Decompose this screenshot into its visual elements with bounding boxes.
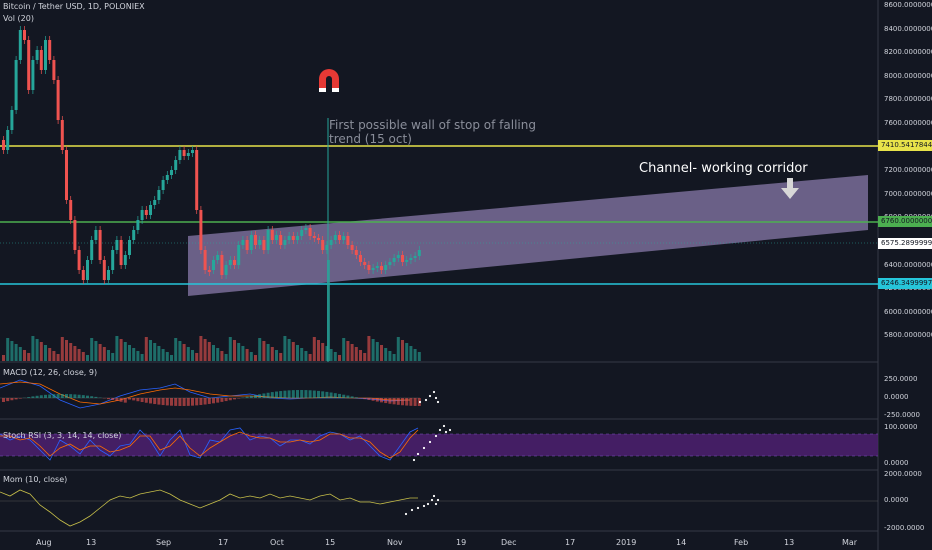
macd-histogram: [2, 390, 421, 406]
date-label: 2019: [616, 538, 637, 547]
date-label: 17: [565, 538, 576, 547]
mom-axis-mid: 0.0000: [884, 496, 909, 504]
projection-dots: [404, 390, 452, 516]
macd-axis-top: 250.0000: [884, 375, 918, 383]
mom-axis-bottom: -2000.0000: [884, 524, 925, 532]
stoch-axis-bottom: 0.0000: [884, 459, 909, 467]
yellow-price-tag: 7410.54178446: [878, 140, 932, 151]
date-label: 19: [456, 538, 467, 547]
date-label: Dec: [501, 538, 517, 547]
stoch-axis-top: 100.0000: [884, 423, 918, 431]
channel-annotation: Channel- working corridor: [639, 161, 808, 176]
chart-title: Bitcoin / Tether USD, 1D, POLONIEX: [3, 2, 145, 11]
magnet-icon: [316, 66, 342, 94]
date-label: 14: [676, 538, 687, 547]
price-axis-label: 7800.00000000: [884, 95, 932, 104]
date-label: 13: [784, 538, 795, 547]
stoch-label: Stoch RSI (3, 3, 14, 14, close): [3, 431, 122, 440]
price-axis-label: 8400.00000000: [884, 24, 932, 33]
date-label: Feb: [734, 538, 749, 547]
date-label: 15: [325, 538, 336, 547]
price-axis-label: 8000.00000000: [884, 71, 932, 80]
price-axis-label: 7000.00000000: [884, 189, 932, 198]
wall-annotation-line2: trend (15 oct): [329, 132, 412, 146]
date-label: 13: [86, 538, 97, 547]
date-label: 17: [218, 538, 229, 547]
wall-annotation-line1: First possible wall of stop of falling: [329, 118, 536, 132]
price-axis-label: 6400.00000000: [884, 260, 932, 269]
price-axis-label: 8200.00000000: [884, 48, 932, 57]
date-label: Aug: [36, 538, 52, 547]
price-axis-label: 5800.00000000: [884, 331, 932, 340]
macd-axis-mid: 0.0000: [884, 393, 909, 401]
mom-label: Mom (10, close): [3, 475, 68, 484]
date-label: Sep: [156, 538, 172, 547]
stoch-lines: [0, 427, 419, 461]
macd-axis-bottom: -250.0000: [884, 411, 920, 419]
price-axis-label: 8600.00000000: [884, 1, 932, 9]
macd-label: MACD (12, 26, close, 9): [3, 368, 98, 377]
arrow-down-icon: [780, 178, 800, 200]
date-label: Nov: [387, 538, 403, 547]
channel-polygon: [188, 175, 868, 296]
mom-line: [0, 489, 878, 527]
price-axis-label: 6000.00000000: [884, 307, 932, 316]
candles-group: [2, 26, 421, 284]
mom-axis-top: 2000.0000: [884, 470, 922, 478]
green-price-tag: 6760.00000000: [878, 216, 932, 227]
price-axis-label: 7600.00000000: [884, 119, 932, 127]
current-price-tag: 6575.28999995: [878, 238, 932, 249]
price-axis-label: 7200.00000000: [884, 166, 932, 175]
volume-group: [2, 260, 421, 361]
volume-label: Vol (20): [3, 14, 34, 23]
stoch-band: [0, 434, 878, 456]
date-label: Mar: [842, 538, 858, 547]
cyan-price-tag: 6246.34999979: [878, 278, 932, 289]
date-label: Oct: [270, 538, 284, 547]
